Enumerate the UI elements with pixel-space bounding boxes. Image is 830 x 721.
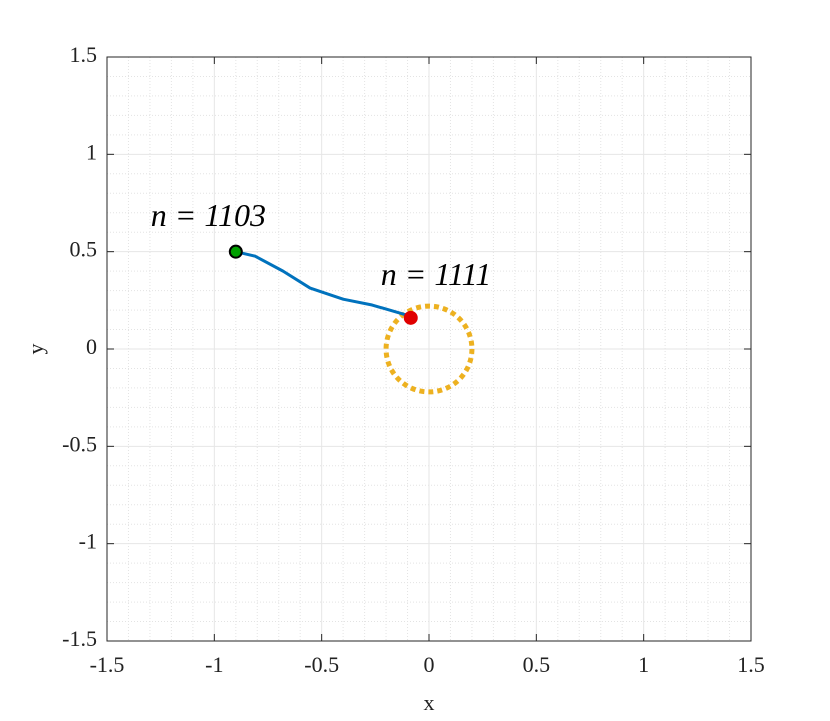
y-tick-label: 1 xyxy=(86,139,97,164)
point-label: n = 1111 xyxy=(381,256,491,292)
x-tick-label: -0.5 xyxy=(304,652,339,677)
y-axis-label: y xyxy=(23,344,48,355)
y-tick-label: 1.5 xyxy=(70,42,98,67)
x-tick-label: 0 xyxy=(424,652,435,677)
x-tick-label: 1 xyxy=(638,652,649,677)
y-tick-label: 0 xyxy=(86,334,97,359)
y-tick-label: -0.5 xyxy=(62,431,97,456)
ticks: -1.5 -1 -0.5 0 0.5 1 1.5 -1.5 -1 -0.5 0 0.5 1 1.5 xyxy=(62,42,765,677)
x-axis-label: x xyxy=(424,690,435,715)
x-tick-label: 0.5 xyxy=(523,652,551,677)
plot: n = 1103 n = 1111 xyxy=(151,197,491,395)
y-tick-label: 0.5 xyxy=(70,237,98,262)
y-tick-label: -1 xyxy=(79,529,97,554)
x-tick-label: 1.5 xyxy=(737,652,765,677)
point-marker xyxy=(403,310,418,325)
y-tick-label: -1.5 xyxy=(62,626,97,651)
x-tick-label: -1.5 xyxy=(90,652,125,677)
x-tick-label: -1 xyxy=(205,652,223,677)
point-marker xyxy=(228,244,243,259)
point-label: n = 1103 xyxy=(151,197,266,233)
trajectory-line xyxy=(235,250,411,318)
target-circle xyxy=(383,303,475,395)
